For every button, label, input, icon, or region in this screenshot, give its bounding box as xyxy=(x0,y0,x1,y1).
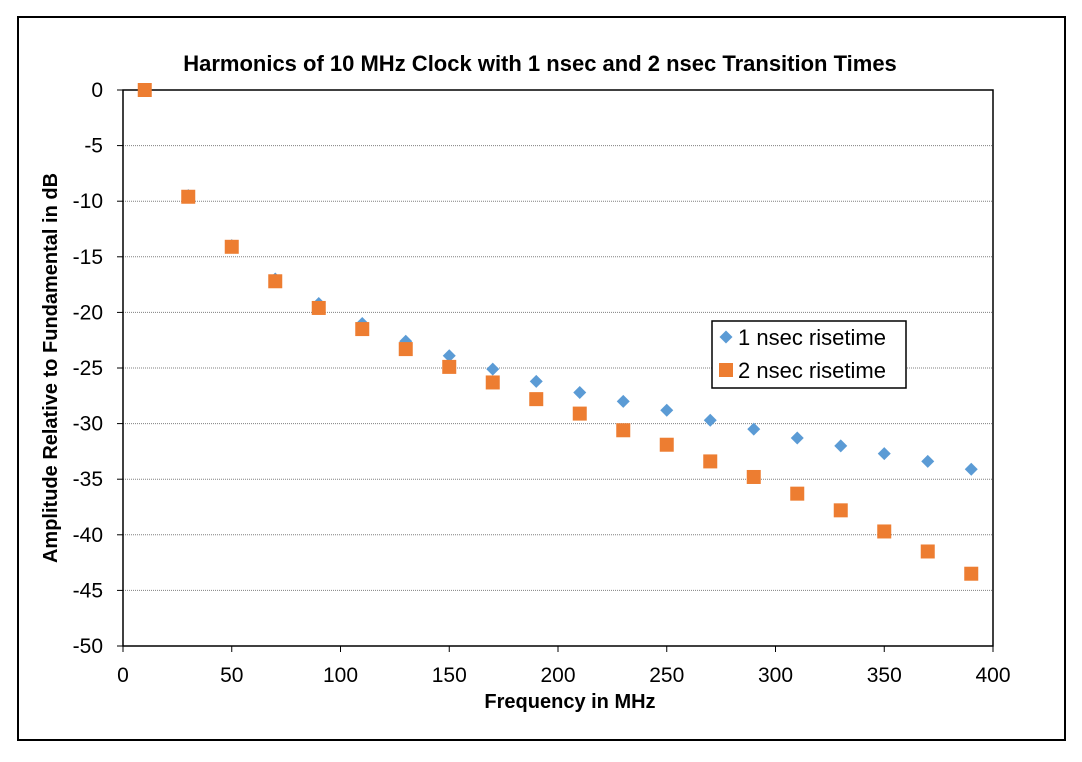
series-2 xyxy=(137,83,979,581)
data-point-1nsec xyxy=(877,447,891,461)
data-points xyxy=(137,83,979,581)
data-point-2nsec xyxy=(485,375,500,390)
data-point-2nsec xyxy=(268,274,283,289)
y-tick-label: 0 xyxy=(91,79,103,102)
data-point-2nsec xyxy=(311,300,326,315)
legend-marker-square xyxy=(719,363,733,377)
y-tick-label: -25 xyxy=(73,357,103,380)
x-tick-label: 0 xyxy=(117,664,129,687)
y-tick-label: -50 xyxy=(73,635,103,658)
data-point-2nsec xyxy=(181,189,196,204)
data-point-1nsec xyxy=(660,403,674,417)
x-tick-label: 150 xyxy=(432,664,467,687)
series-1 xyxy=(138,83,978,476)
x-tick-label: 50 xyxy=(220,664,243,687)
data-point-1nsec xyxy=(790,431,804,445)
chart-title: Harmonics of 10 MHz Clock with 1 nsec an… xyxy=(183,51,897,76)
x-tick-label: 300 xyxy=(758,664,793,687)
data-point-1nsec xyxy=(834,439,848,453)
data-point-2nsec xyxy=(137,83,152,97)
data-point-1nsec xyxy=(529,374,543,388)
x-axis-label: Frequency in MHz xyxy=(484,691,655,713)
data-point-2nsec xyxy=(616,423,631,438)
legend-box xyxy=(711,320,907,389)
y-axis-label: Amplitude Relative to Fundamental in dB xyxy=(40,173,62,563)
x-tick-label: 400 xyxy=(975,664,1010,687)
data-point-2nsec xyxy=(833,503,848,518)
data-point-2nsec xyxy=(703,454,718,469)
data-point-1nsec xyxy=(486,362,500,376)
data-point-1nsec xyxy=(964,462,978,476)
y-tick-label: -40 xyxy=(73,524,103,547)
legend-entry-1-nsec: 1 nsec risetime xyxy=(738,325,886,350)
data-point-1nsec xyxy=(573,385,587,399)
legend: 1 nsec risetime 2 nsec risetime xyxy=(711,320,907,389)
data-point-1nsec xyxy=(442,349,456,363)
y-tick-label: -5 xyxy=(84,135,103,158)
data-point-2nsec xyxy=(398,342,413,357)
legend-entry-2-nsec: 2 nsec risetime xyxy=(738,358,886,383)
legend-marker-diamond xyxy=(719,330,733,344)
data-point-2nsec xyxy=(746,469,761,484)
x-axis-ticks: 0 50 100 150 200 250 300 350 400 xyxy=(117,646,1011,687)
data-point-1nsec xyxy=(703,413,717,427)
y-tick-label: -45 xyxy=(73,579,103,602)
y-tick-label: -30 xyxy=(73,413,103,436)
x-tick-label: 200 xyxy=(540,664,575,687)
data-point-1nsec xyxy=(747,422,761,436)
data-point-2nsec xyxy=(355,322,370,337)
y-axis-ticks: 0 -5 -10 -15 -20 -25 -30 -35 -40 -45 -50 xyxy=(73,79,123,658)
data-point-2nsec xyxy=(442,359,457,374)
data-point-2nsec xyxy=(920,544,935,559)
y-tick-label: -35 xyxy=(73,468,103,491)
x-tick-label: 100 xyxy=(323,664,358,687)
data-point-1nsec xyxy=(921,454,935,468)
x-tick-label: 250 xyxy=(649,664,684,687)
data-point-2nsec xyxy=(790,486,805,501)
y-tick-label: -20 xyxy=(73,301,103,324)
data-point-2nsec xyxy=(964,566,979,581)
data-point-2nsec xyxy=(659,437,674,452)
y-tick-label: -15 xyxy=(73,246,103,269)
x-tick-label: 350 xyxy=(867,664,902,687)
data-point-2nsec xyxy=(529,392,544,407)
data-point-1nsec xyxy=(616,394,630,408)
data-point-2nsec xyxy=(224,239,239,254)
data-point-2nsec xyxy=(877,524,892,539)
y-tick-label: -10 xyxy=(73,190,103,213)
data-point-2nsec xyxy=(572,406,587,421)
